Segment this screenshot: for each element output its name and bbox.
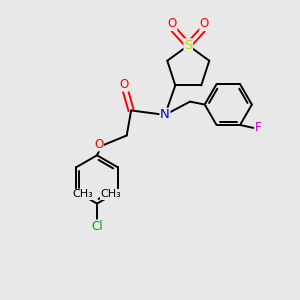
Text: O: O (94, 138, 104, 151)
Text: F: F (255, 122, 262, 134)
Text: S: S (184, 39, 193, 52)
Text: CH₃: CH₃ (73, 190, 94, 200)
Text: N: N (160, 108, 170, 122)
Text: CH₃: CH₃ (100, 190, 121, 200)
Text: O: O (119, 78, 128, 91)
Text: Cl: Cl (91, 220, 103, 233)
Text: O: O (167, 17, 177, 31)
Text: O: O (200, 17, 209, 31)
